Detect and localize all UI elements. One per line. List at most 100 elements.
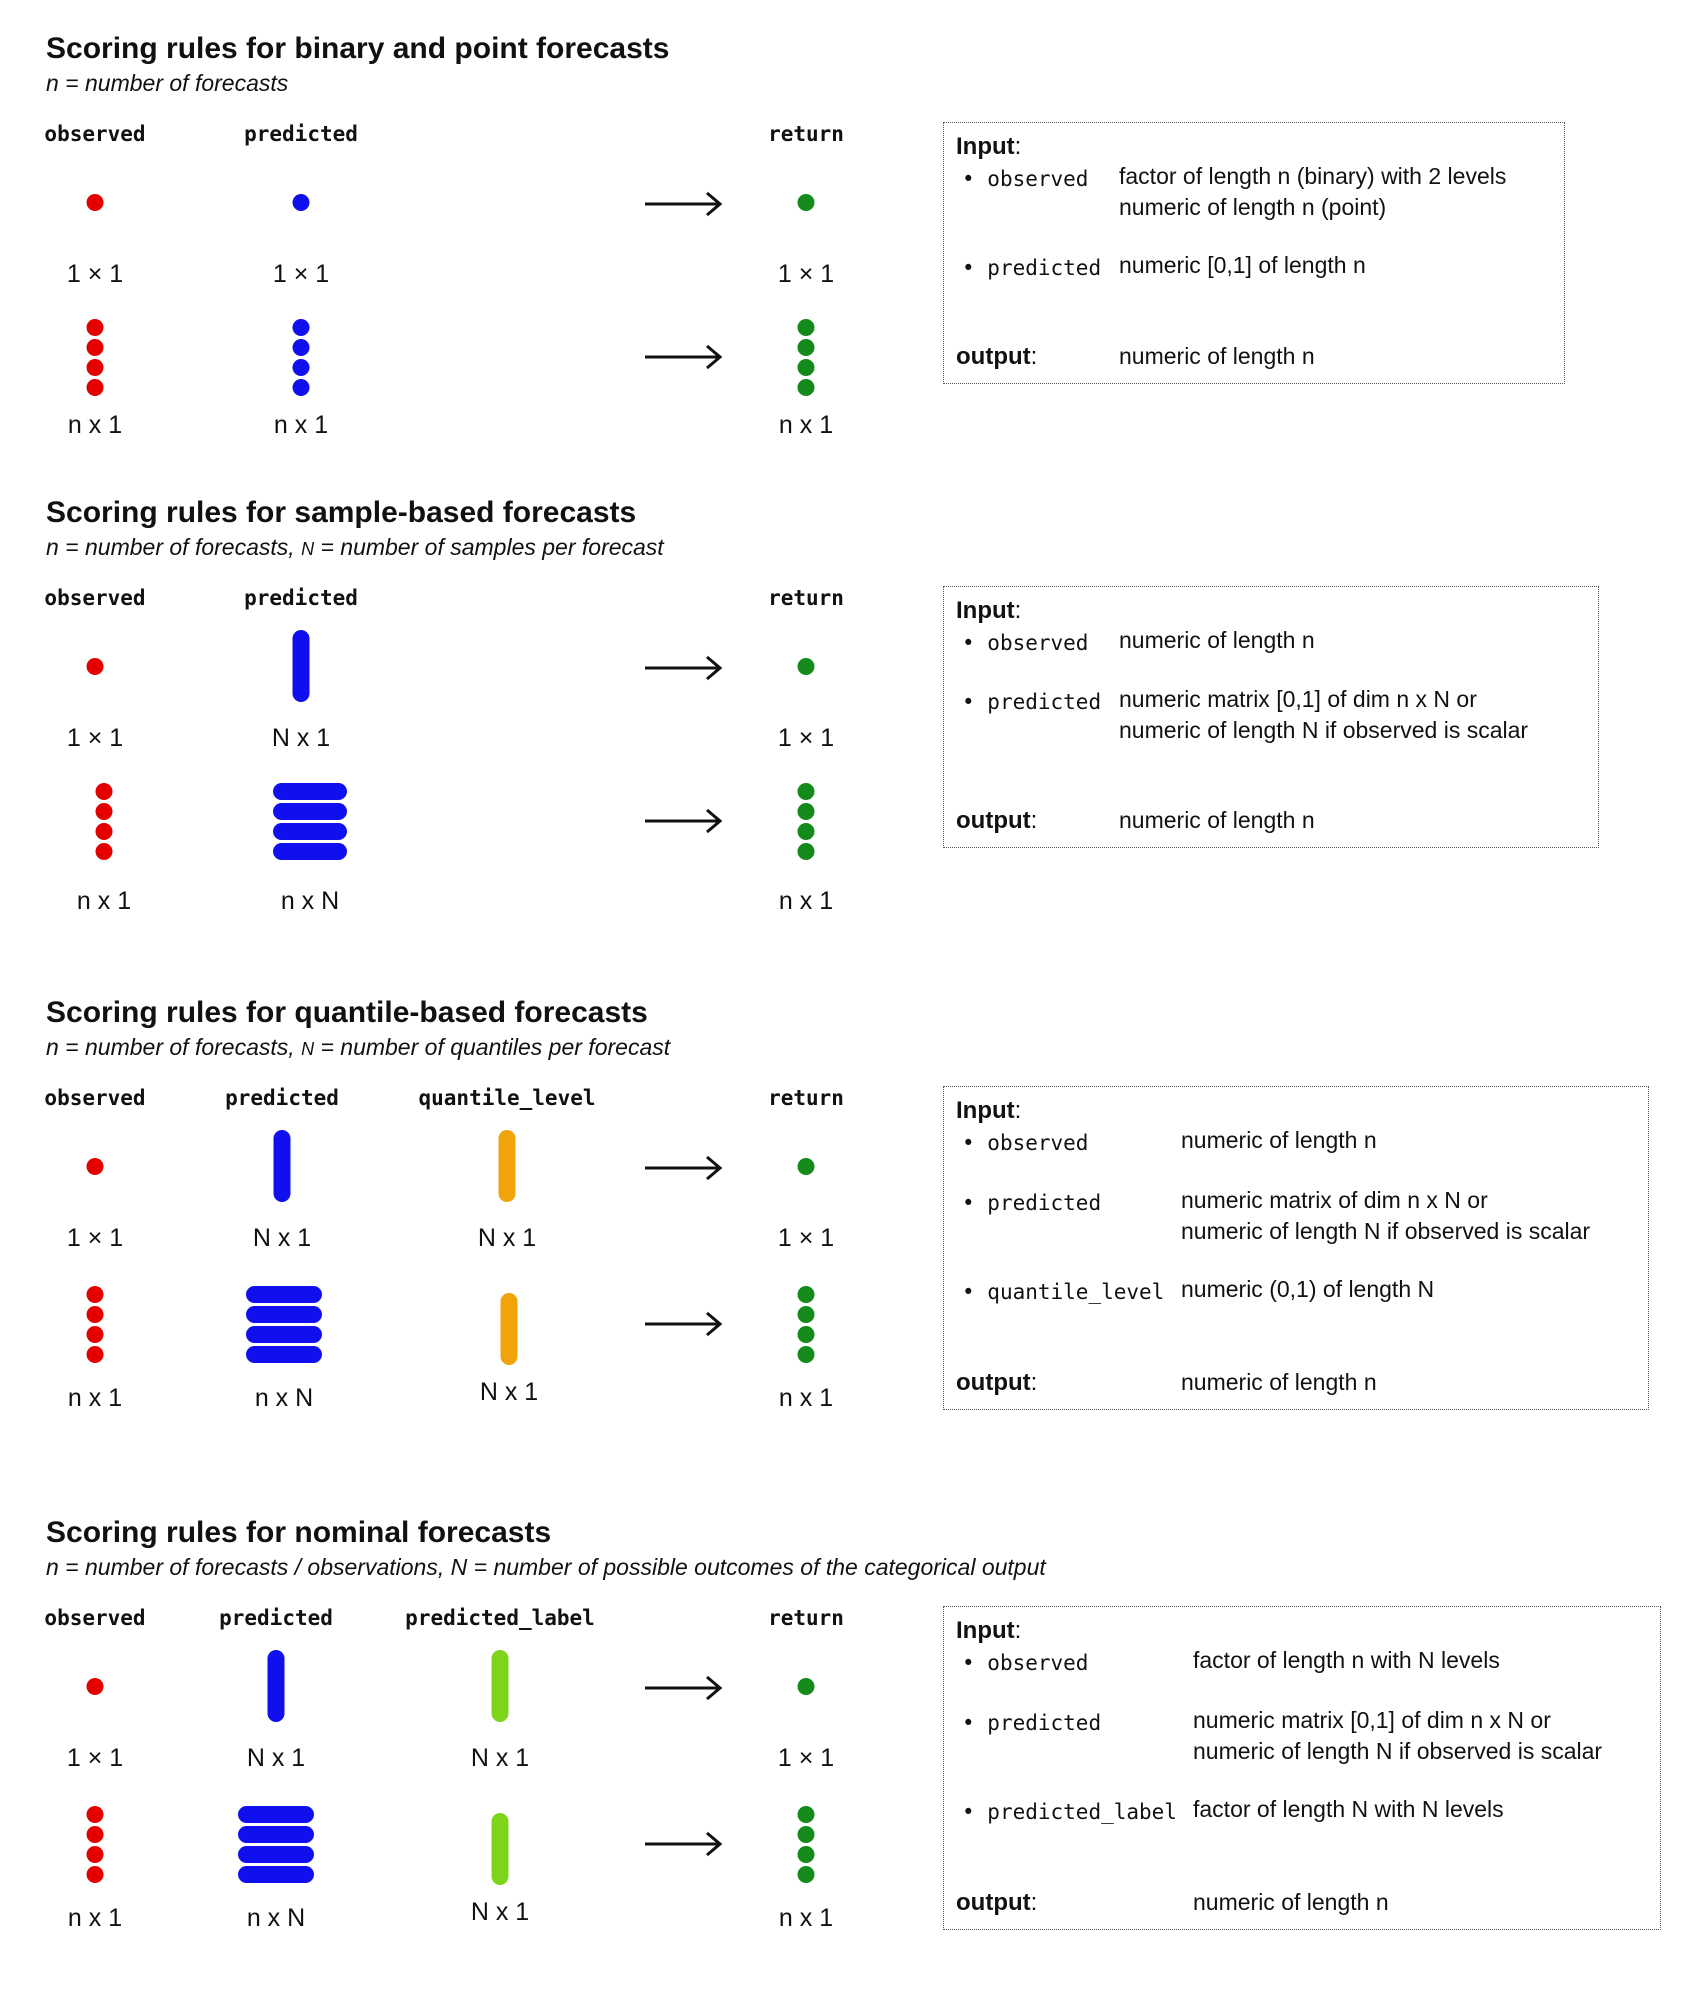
dim-observed-1: 1 × 1: [66, 1224, 124, 1252]
observed-dot: [86, 1846, 104, 1863]
section-title: Scoring rules for quantile-based forecas…: [46, 996, 648, 1029]
section-subtitle: n = number of forecasts / observations, …: [46, 1554, 1046, 1580]
dim-observed-n: n x 1: [67, 1384, 123, 1412]
dim-observed-1: 1 × 1: [66, 260, 124, 288]
arg-predicted-desc: numeric matrix [0,1] of dim n x N or nume…: [1193, 1707, 1603, 1764]
observed-dot: [86, 1346, 104, 1363]
predicted-horizontal-bar: [246, 1306, 322, 1323]
arg-observed: • observed: [962, 1131, 1089, 1155]
header-return: return: [768, 122, 844, 146]
return-dot: [797, 379, 815, 396]
dim-return-n: n x 1: [778, 1904, 834, 1932]
dim-return-n: n x 1: [778, 411, 834, 439]
dim-predicted-1: 1 × 1: [272, 260, 330, 288]
arg-observed: • observed: [962, 631, 1089, 655]
dim-observed-1: 1 × 1: [66, 724, 124, 752]
dim-predicted-1: N x 1: [252, 1224, 312, 1252]
return-dot: [797, 658, 815, 675]
right-arrow-icon: [643, 1673, 723, 1703]
predicted-horizontal-bar: [238, 1846, 314, 1863]
predicted-dot: [292, 194, 310, 211]
arg-observed-desc: factor of length n with N levels: [1193, 1647, 1500, 1673]
arg-predicted-label: • predicted_label: [962, 1800, 1177, 1824]
predicted-label-bar: [491, 1650, 509, 1722]
dim-return-n: n x 1: [778, 1384, 834, 1412]
right-arrow-icon: [643, 653, 723, 683]
output-label: output:: [956, 807, 1038, 834]
section-title: Scoring rules for sample-based forecasts: [46, 496, 637, 529]
dim-observed-n: n x 1: [67, 411, 123, 439]
return-dot: [797, 1306, 815, 1323]
return-dot: [797, 1826, 815, 1843]
predicted-horizontal-bar: [246, 1326, 322, 1343]
dim-return-n: n x 1: [778, 887, 834, 915]
right-arrow-icon: [643, 1829, 723, 1859]
output-desc: numeric of length n: [1181, 1369, 1377, 1395]
observed-dot: [95, 783, 113, 800]
dim-return-1: 1 × 1: [777, 1744, 835, 1772]
arg-observed-desc: numeric of length n: [1119, 627, 1315, 653]
header-predicted-label: predicted_label: [405, 1606, 595, 1630]
predicted-dot: [292, 379, 310, 396]
output-desc: numeric of length n: [1119, 807, 1315, 833]
observed-dot: [86, 658, 104, 675]
dim-predicted-1: N x 1: [246, 1744, 306, 1772]
section-quantile-based: Scoring rules for quantile-based forecas…: [0, 996, 1694, 1456]
arg-predicted: • predicted: [962, 1191, 1102, 1215]
info-box: Input: • observed numeric of length n • …: [943, 586, 1599, 848]
quantile-level-bar: [498, 1130, 516, 1202]
return-dot: [797, 319, 815, 336]
observed-dot: [95, 843, 113, 860]
header-observed: observed: [44, 122, 146, 146]
return-dot: [797, 1346, 815, 1363]
output-label: output:: [956, 1889, 1038, 1916]
dim-observed-n: n x 1: [67, 1904, 123, 1932]
predicted-vertical-bar: [273, 1130, 291, 1202]
arg-predicted: • predicted: [962, 256, 1102, 280]
return-dot: [797, 783, 815, 800]
return-dot: [797, 1158, 815, 1175]
header-return: return: [768, 1086, 844, 1110]
arg-predicted-desc: numeric matrix [0,1] of dim n x N or nume…: [1119, 686, 1529, 743]
section-sample-based: Scoring rules for sample-based forecasts…: [0, 496, 1694, 936]
right-arrow-icon: [643, 342, 723, 372]
return-dot: [797, 1286, 815, 1303]
arg-predicted: • predicted: [962, 1711, 1102, 1735]
section-binary-point: Scoring rules for binary and point forec…: [0, 32, 1694, 452]
observed-dot: [86, 194, 104, 211]
predicted-horizontal-bar: [238, 1826, 314, 1843]
section-subtitle: n = number of forecasts, N = number of s…: [46, 534, 664, 560]
return-dot: [797, 803, 815, 820]
predicted-vertical-bar: [292, 630, 310, 702]
observed-dot: [86, 379, 104, 396]
arg-observed: • observed: [962, 1651, 1089, 1675]
observed-dot: [86, 1286, 104, 1303]
right-arrow-icon: [643, 806, 723, 836]
observed-dot: [95, 823, 113, 840]
return-dot: [797, 359, 815, 376]
right-arrow-icon: [643, 1309, 723, 1339]
header-observed: observed: [44, 586, 146, 610]
return-dot: [797, 1678, 815, 1695]
dim-predicted-label-1: N x 1: [470, 1744, 530, 1772]
right-arrow-icon: [643, 1153, 723, 1183]
observed-dot: [86, 319, 104, 336]
predicted-horizontal-bar: [273, 783, 347, 800]
dim-predicted-n: n x 1: [273, 411, 329, 439]
info-box: Input: • observed factor of length n wit…: [943, 1606, 1661, 1930]
predicted-horizontal-bar: [246, 1286, 322, 1303]
observed-dot: [86, 1826, 104, 1843]
output-label: output:: [956, 1369, 1038, 1396]
section-title: Scoring rules for nominal forecasts: [46, 1516, 552, 1549]
arg-predicted-label-desc: factor of length N with N levels: [1193, 1796, 1504, 1822]
input-label: Input:: [956, 597, 1022, 624]
arg-predicted-desc: numeric [0,1] of length n: [1119, 252, 1366, 278]
return-dot: [797, 1806, 815, 1823]
arg-quantile-level-desc: numeric (0,1) of length N: [1181, 1276, 1435, 1302]
predicted-horizontal-bar: [273, 843, 347, 860]
output-label: output:: [956, 343, 1038, 370]
info-box: Input: • observed numeric of length n • …: [943, 1086, 1649, 1410]
observed-dot: [86, 1326, 104, 1343]
right-arrow-icon: [643, 189, 723, 219]
section-subtitle: n = number of forecasts: [46, 70, 289, 96]
